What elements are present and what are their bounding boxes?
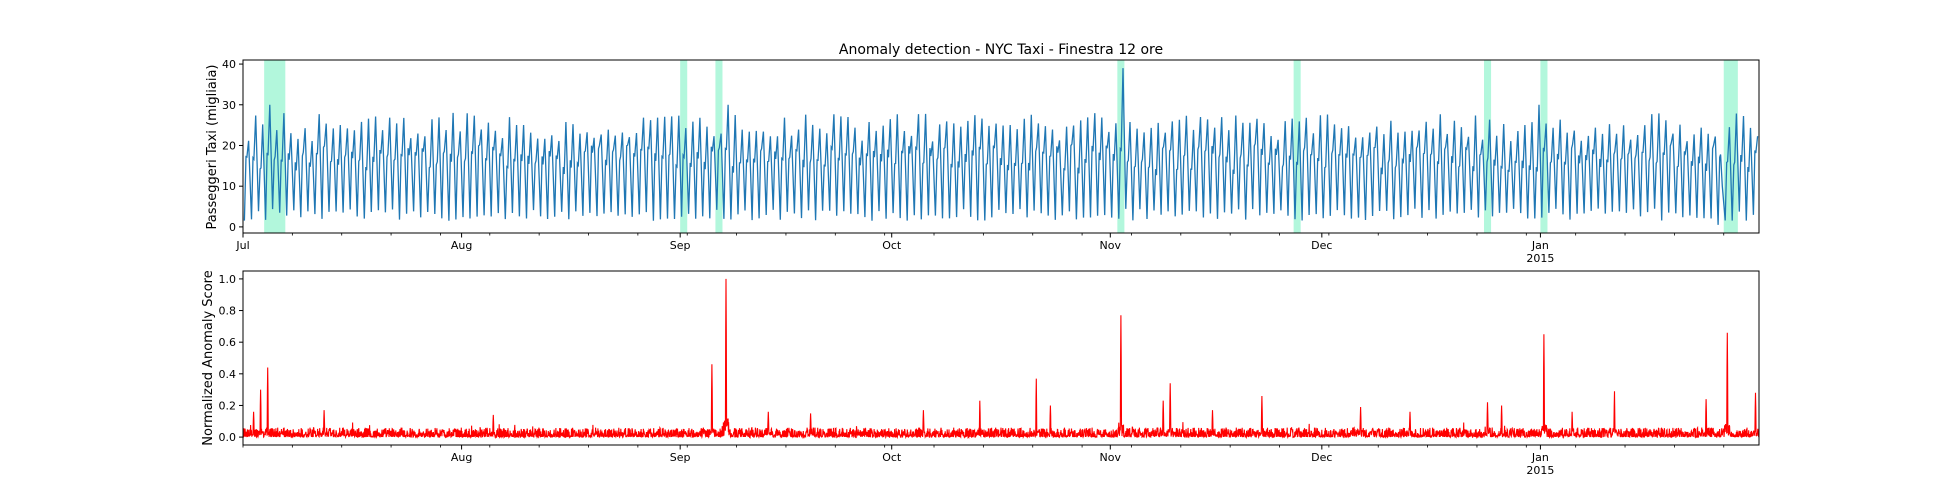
chart-title: Anomaly detection - NYC Taxi - Finestra … [839,42,1163,58]
y-tick-label: 40 [222,58,236,71]
y-tick-label: 1.0 [219,273,237,286]
x-tick-label: Nov [1100,239,1122,252]
anomaly-score-series [242,278,1760,440]
x-tick-label: Aug [451,451,472,464]
y-tick-label: 10 [222,180,236,193]
y-tick-label: 0.8 [219,305,237,318]
y-tick-label: 30 [222,99,236,112]
bottom-y-axis: 0.0 0.2 0.4 0.6 0.8 1.0 [219,273,243,444]
x-tick-label: Jan [1531,239,1549,252]
y-tick-label: 0.2 [219,399,237,412]
x-tick-year-label: 2015 [1526,464,1554,477]
passengers-line [243,68,1759,225]
y-tick-label: 0 [229,221,236,234]
y-tick-label: 0.0 [219,431,237,444]
top-plot-frame [242,59,1760,234]
top-y-axis-label: Passeggeri Taxi (migliaia) [205,65,220,230]
anomaly-window [1484,60,1492,233]
x-tick-label: Oct [882,451,902,464]
top-panel: Anomaly detection - NYC Taxi - Finestra … [205,42,1760,265]
anomaly-window [1723,60,1738,233]
anomaly-window [680,60,688,233]
x-tick-label: Nov [1100,451,1122,464]
x-tick-label: Sep [670,451,691,464]
x-tick-label: Sep [670,239,691,252]
bottom-y-axis-label: Normalized Anomaly Score [201,270,216,445]
x-tick-label: Dec [1311,451,1332,464]
bottom-plot-frame [242,270,1760,446]
x-tick-label: Aug [451,239,472,252]
top-y-axis: 0 10 20 30 40 [222,58,243,234]
y-tick-label: 20 [222,139,236,152]
x-tick-label: Jan [1531,451,1549,464]
y-tick-label: 0.6 [219,336,237,349]
bottom-panel: 0.0 0.2 0.4 0.6 0.8 1.0 Aug Sep Oct Nov Dec Jan201… [201,270,1760,477]
anomaly-score-line [242,278,1760,440]
x-tick-label: Jul [235,239,249,252]
x-tick-label: Oct [882,239,902,252]
x-tick-label: Dec [1311,239,1332,252]
y-tick-label: 0.4 [219,368,237,381]
passengers-series [243,68,1759,225]
anomaly-window [1293,60,1301,233]
x-tick-year-label: 2015 [1526,252,1554,265]
